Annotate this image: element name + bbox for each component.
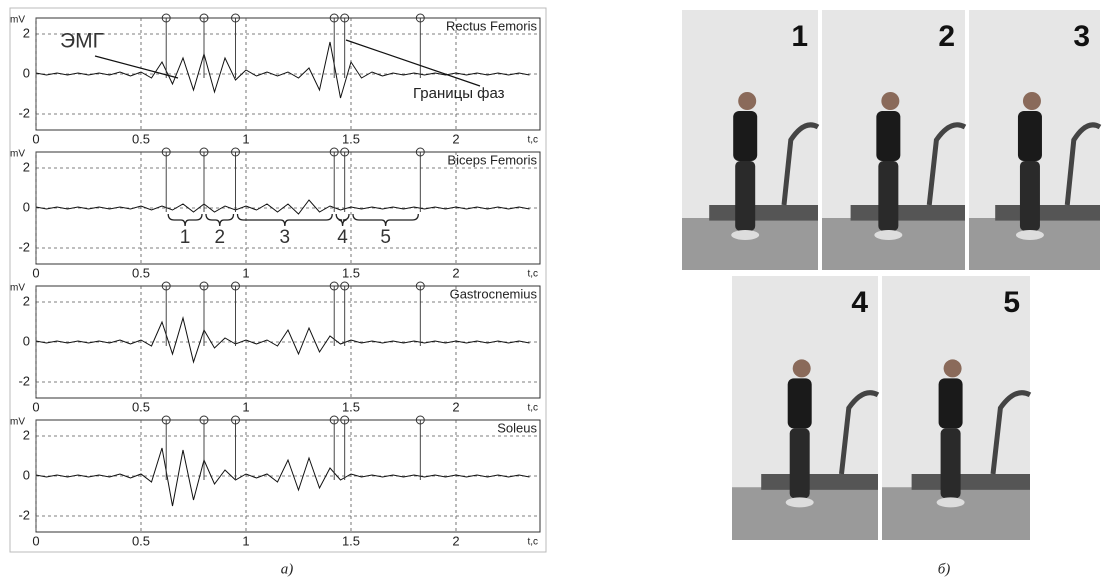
person-legs (735, 161, 755, 231)
y-tick-label: 2 (23, 427, 30, 442)
y-tick-label: 0 (23, 467, 30, 482)
plot-title: Rectus Femoris (446, 18, 538, 33)
x-tick-label: 1.5 (342, 533, 360, 548)
x-tick-label: 2 (452, 265, 459, 280)
plot-title: Biceps Femoris (447, 152, 537, 167)
plot-title: Soleus (497, 420, 537, 435)
x-tick-label: 2 (452, 399, 459, 414)
treadmill (709, 205, 818, 221)
person-legs (790, 428, 810, 498)
photo-number: 3 (1073, 20, 1090, 53)
person-legs (941, 428, 961, 498)
x-tick-label: 1.5 (342, 131, 360, 146)
x-tick-label: 0.5 (132, 265, 150, 280)
photo-number: 2 (938, 20, 955, 53)
photo-number: 5 (1003, 286, 1020, 319)
y-tick-label: -2 (18, 105, 30, 120)
person-feet (1016, 230, 1044, 240)
person-body (788, 378, 812, 428)
y-tick-label: 0 (23, 65, 30, 80)
phase-label: 4 (337, 227, 348, 248)
treadmill (912, 474, 1030, 490)
treadmill (851, 205, 965, 221)
y-tick-label: 0 (23, 199, 30, 214)
y-tick-label: 2 (23, 159, 30, 174)
y-axis-label: mV (10, 149, 25, 160)
phase-label: 2 (214, 227, 225, 248)
person-legs (1020, 161, 1040, 231)
x-axis-label: t,c (527, 135, 538, 146)
y-axis-label: mV (10, 15, 25, 26)
x-tick-label: 0 (32, 533, 39, 548)
annotation: ЭМГ (60, 30, 104, 53)
x-tick-label: 1 (242, 265, 249, 280)
phase-label: 5 (380, 227, 391, 248)
annotation: Границы фаз (413, 85, 505, 102)
x-tick-label: 1 (242, 533, 249, 548)
photo-number: 1 (791, 20, 808, 53)
treadmill (761, 474, 878, 490)
x-tick-label: 1.5 (342, 399, 360, 414)
person-head (1023, 92, 1041, 110)
plot-title: Gastrocnemius (450, 286, 538, 301)
photo-number: 4 (851, 286, 868, 319)
y-tick-label: -2 (18, 373, 30, 388)
x-tick-label: 0.5 (132, 399, 150, 414)
photo-panel: 1 2 3 4 5 (682, 10, 1100, 540)
caption: б) (938, 561, 951, 577)
x-tick-label: 0 (32, 265, 39, 280)
y-tick-label: -2 (18, 239, 30, 254)
person-body (733, 111, 757, 161)
figure: 12345 a) б) -20200.511.52mVt,cRectus Fem… (0, 0, 1104, 581)
y-tick-label: 2 (23, 25, 30, 40)
x-tick-label: 1 (242, 131, 249, 146)
x-axis-label: t,c (527, 403, 538, 414)
treadmill (995, 205, 1100, 221)
x-tick-label: 1.5 (342, 265, 360, 280)
x-tick-label: 0 (32, 131, 39, 146)
x-tick-label: 2 (452, 533, 459, 548)
phase-label: 1 (180, 227, 191, 248)
person-feet (937, 497, 965, 507)
person-feet (874, 230, 902, 240)
y-axis-label: mV (10, 283, 25, 294)
x-tick-label: 0 (32, 399, 39, 414)
y-tick-label: 2 (23, 293, 30, 308)
y-tick-label: -2 (18, 507, 30, 522)
person-head (793, 359, 811, 377)
x-tick-label: 0.5 (132, 533, 150, 548)
person-feet (786, 497, 814, 507)
person-body (939, 378, 963, 428)
x-axis-label: t,c (527, 269, 538, 280)
x-tick-label: 1 (242, 399, 249, 414)
y-tick-label: 0 (23, 333, 30, 348)
x-tick-label: 0.5 (132, 131, 150, 146)
person-body (876, 111, 900, 161)
x-axis-label: t,c (527, 537, 538, 548)
person-body (1018, 111, 1042, 161)
x-tick-label: 2 (452, 131, 459, 146)
person-head (944, 359, 962, 377)
y-axis-label: mV (10, 417, 25, 428)
caption: a) (281, 561, 294, 577)
phase-label: 3 (280, 227, 291, 248)
person-head (738, 92, 756, 110)
person-feet (731, 230, 759, 240)
person-legs (878, 161, 898, 231)
person-head (881, 92, 899, 110)
